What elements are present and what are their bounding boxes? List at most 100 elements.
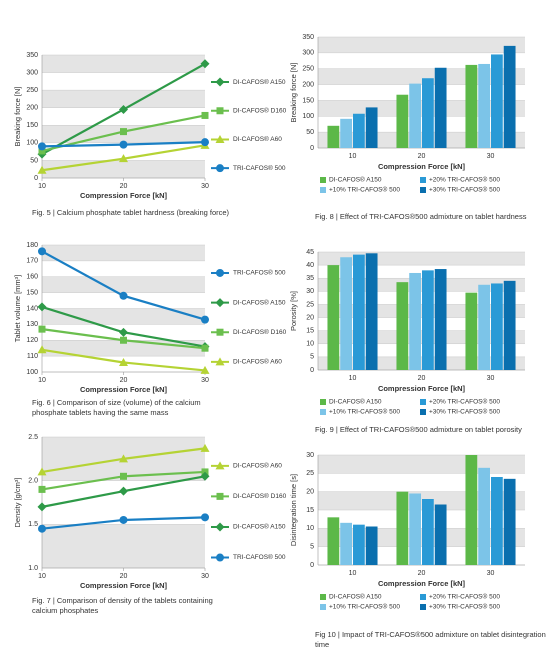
legend-label: TRI-CAFOS® 500 — [233, 269, 286, 277]
y-tick-label: 350 — [26, 52, 38, 59]
bar — [478, 284, 490, 370]
legend-label: DI-CAFOS® A150 — [233, 523, 286, 531]
y-tick-label: 0 — [310, 367, 314, 374]
legend-label: +20% TRI-CAFOS® 500 — [429, 593, 500, 601]
y-axis-label: Density [g/cm³] — [13, 477, 22, 527]
marker — [37, 502, 47, 512]
y-tick-label: 300 — [26, 69, 38, 76]
bar — [491, 54, 503, 148]
marker — [119, 357, 128, 366]
y-tick-label: 50 — [30, 157, 38, 164]
x-tick-label: 30 — [201, 573, 209, 580]
legend-label: +30% TRI-CAFOS® 500 — [429, 603, 500, 611]
y-tick-label: 15 — [306, 328, 314, 335]
marker — [201, 111, 209, 119]
x-tick-label: 30 — [487, 153, 495, 160]
legend-swatch — [420, 604, 426, 610]
marker — [215, 461, 225, 470]
y-tick-label: 40 — [306, 262, 314, 269]
y-tick-label: 30 — [306, 288, 314, 295]
marker — [216, 107, 224, 115]
y-tick-label: 300 — [302, 50, 314, 57]
marker — [215, 134, 225, 143]
marker — [38, 247, 46, 256]
y-tick-label: 350 — [302, 34, 314, 41]
caption: Fig. 7 | Comparison of density of the ta… — [32, 596, 213, 615]
bar — [422, 78, 434, 148]
y-tick-label: 150 — [26, 122, 38, 129]
y-tick-label: 10 — [306, 341, 314, 348]
grid-band — [42, 55, 205, 73]
marker — [216, 268, 224, 277]
marker — [37, 467, 47, 476]
y-tick-label: 0 — [310, 145, 314, 152]
bar — [434, 67, 447, 148]
marker — [119, 104, 128, 114]
x-tick-label: 10 — [38, 377, 46, 384]
x-tick-label: 20 — [418, 375, 426, 382]
marker — [37, 165, 47, 174]
caption: Fig. 8 | Effect of TRI-CAFOS®500 admixtu… — [315, 212, 527, 221]
y-tick-label: 200 — [302, 81, 314, 88]
legend-label: DI-CAFOS® A150 — [329, 593, 382, 601]
bar — [434, 269, 447, 370]
marker — [119, 454, 128, 463]
legend-label: +30% TRI-CAFOS® 500 — [429, 408, 500, 416]
y-tick-label: 180 — [26, 242, 38, 249]
y-tick-label: 140 — [26, 305, 38, 312]
legend-label: +10% TRI-CAFOS® 500 — [329, 186, 400, 194]
marker — [215, 77, 225, 87]
marker — [200, 59, 210, 69]
legend-label: DI-CAFOS® D160 — [233, 492, 287, 500]
legend-swatch — [420, 399, 426, 405]
y-axis-label: Disintegration time [s] — [289, 474, 298, 546]
legend-swatch — [320, 177, 326, 183]
grid-band — [42, 160, 205, 178]
marker — [215, 357, 225, 366]
bar — [340, 522, 352, 565]
marker — [119, 486, 128, 496]
bar — [327, 125, 340, 148]
y-tick-label: 45 — [306, 249, 314, 256]
bar — [503, 280, 516, 370]
x-tick-label: 30 — [201, 377, 209, 384]
y-axis-label: Breaking force [N] — [13, 86, 22, 146]
marker — [119, 327, 128, 337]
marker — [216, 328, 224, 336]
marker — [38, 485, 46, 493]
bar — [491, 477, 503, 565]
bar — [422, 270, 434, 370]
legend-swatch — [420, 409, 426, 415]
y-tick-label: 150 — [26, 289, 38, 296]
bar — [503, 45, 516, 148]
marker — [216, 164, 224, 173]
bar — [422, 499, 434, 565]
bar — [478, 63, 490, 149]
x-axis-label: Compression Force [kN] — [378, 384, 466, 393]
x-tick-label: 20 — [120, 573, 128, 580]
bar — [491, 283, 503, 370]
bar — [353, 254, 365, 370]
marker — [215, 522, 225, 532]
marker — [120, 128, 127, 136]
legend-swatch — [320, 604, 326, 610]
y-axis-label: Porosity [%] — [289, 291, 298, 331]
bar — [365, 107, 378, 148]
x-tick-label: 20 — [418, 153, 426, 160]
legend-label: TRI-CAFOS® 500 — [233, 164, 286, 172]
marker — [37, 302, 47, 312]
y-tick-label: 100 — [26, 369, 38, 376]
marker — [200, 365, 210, 374]
y-tick-label: 20 — [306, 489, 314, 496]
bar — [434, 504, 447, 565]
marker — [201, 344, 209, 352]
bar — [409, 272, 421, 370]
legend-swatch — [320, 409, 326, 415]
legend-label: DI-CAFOS® D160 — [233, 328, 287, 336]
bar — [327, 517, 340, 565]
marker — [201, 138, 209, 147]
caption: Fig. 5 | Calcium phosphate tablet hardne… — [32, 208, 230, 217]
x-axis-label: Compression Force [kN] — [80, 191, 168, 200]
bar — [503, 478, 516, 565]
legend-label: +20% TRI-CAFOS® 500 — [429, 398, 500, 406]
